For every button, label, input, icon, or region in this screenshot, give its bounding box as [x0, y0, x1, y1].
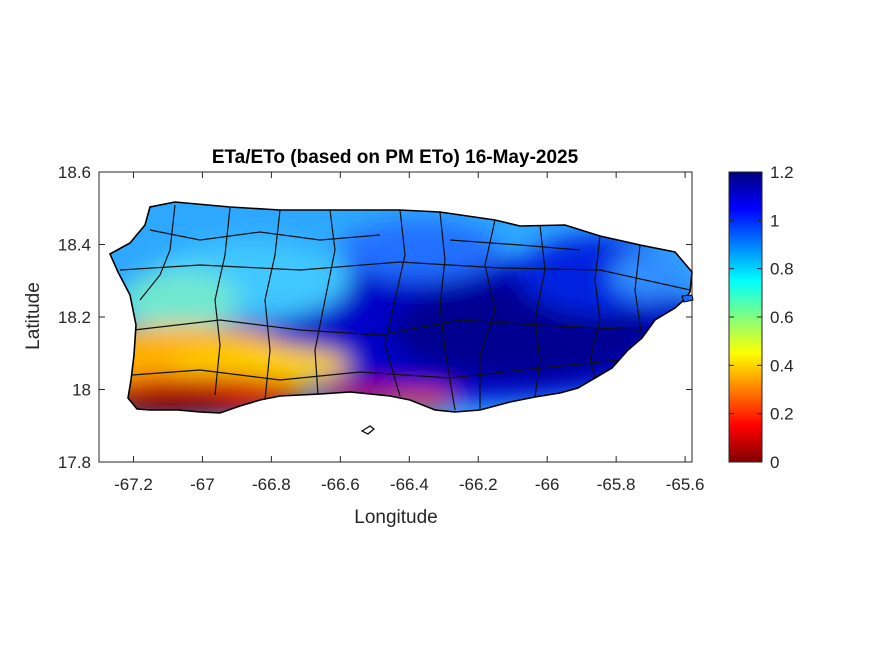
colorbar-tick-label: 1.2: [770, 163, 794, 182]
x-tick-label: -66.4: [390, 475, 429, 494]
x-tick-label: -67: [190, 475, 215, 494]
map-title: ETa/ETo (based on PM ETo) 16-May-2025: [212, 147, 579, 168]
x-tick-label: -67.2: [114, 475, 153, 494]
y-tick-label: 18.4: [58, 236, 91, 255]
x-tick-label: -66.6: [321, 475, 360, 494]
colorbar-tick-label: 0.6: [770, 308, 794, 327]
y-tick-label: 18: [72, 381, 91, 400]
small-island: [360, 425, 375, 435]
x-axis-ticks: -67.2 -67 -66.8 -66.6 -66.4 -66.2 -66 -65.8 -65.…: [114, 172, 704, 494]
x-tick-label: -65.6: [666, 475, 705, 494]
y-axis-label: Latitude: [23, 282, 44, 350]
x-tick-label: -66.2: [459, 475, 498, 494]
y-tick-label: 18.2: [58, 308, 91, 327]
y-tick-label: 17.8: [58, 453, 91, 472]
colorbar-ticks: 0 0.2 0.4 0.6 0.8 1 1.2: [729, 163, 794, 472]
colorbar-tick-label: 0.8: [770, 260, 794, 279]
x-tick-label: -66: [535, 475, 560, 494]
colorbar-tick-label: 0: [770, 453, 779, 472]
y-axis-ticks: 17.8 18 18.2 18.4 18.6: [58, 163, 692, 472]
colorbar-tick-label: 1: [770, 211, 779, 230]
x-axis-label: Longitude: [354, 507, 437, 528]
east-islet: [681, 294, 694, 303]
colorbar-tick-label: 0.2: [770, 405, 794, 424]
municipality-borders: [119, 204, 691, 411]
x-tick-label: -66.8: [252, 475, 291, 494]
y-tick-label: 18.6: [58, 163, 91, 182]
colorbar-tick-label: 0.4: [770, 356, 794, 375]
x-tick-label: -65.8: [597, 475, 636, 494]
